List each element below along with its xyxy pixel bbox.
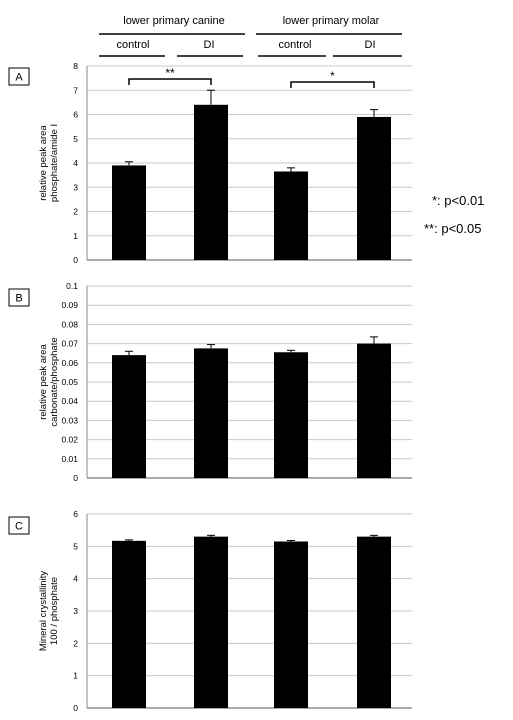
y-tick-label: 4 xyxy=(73,158,78,168)
bar-4 xyxy=(357,116,391,260)
y-tick-label: 6 xyxy=(73,509,78,519)
chart-panel-b: B 0 0.01 0.02 0.03 0.04 0.05 0.06 0.07 0.08 0.09 0.… xyxy=(8,281,412,483)
y-axis-label: Mineral crystallinity100 / phosphate xyxy=(38,571,60,651)
group-label-molar: lower primary molar xyxy=(283,15,380,27)
y-tick-label: 2 xyxy=(73,638,78,648)
significance-label: * xyxy=(330,69,335,83)
y-tick-label: 0 xyxy=(73,473,78,483)
y-tick-label: 0.06 xyxy=(61,358,78,368)
y-tick-label: 0.07 xyxy=(61,339,78,349)
subgroup-label-4: DI xyxy=(365,39,376,51)
y-tick-label: 1 xyxy=(73,231,78,241)
bar-2 xyxy=(194,536,228,708)
bar-2 xyxy=(194,104,228,260)
bar-3 xyxy=(274,541,308,708)
y-tick-label: 0 xyxy=(73,255,78,265)
y-tick-label: 8 xyxy=(73,61,78,71)
y-axis-label: relative peak areacarbonate/phosphate xyxy=(38,337,60,426)
y-tick-label: 6 xyxy=(73,110,78,120)
group-label-canine: lower primary canine xyxy=(123,15,224,27)
significance-bracket xyxy=(290,81,375,88)
panel-letter-box xyxy=(8,516,30,535)
significance-label: ** xyxy=(165,66,175,80)
chart-panel-c: C 0 1 2 3 4 5 6 Mineral crystallinity100 / phosp… xyxy=(8,509,412,713)
y-tick-label: 0.02 xyxy=(61,435,78,445)
bar-3 xyxy=(274,171,308,260)
y-tick-label: 0.01 xyxy=(61,454,78,464)
y-tick-label: 0.08 xyxy=(61,319,78,329)
y-tick-label: 5 xyxy=(73,541,78,551)
panel-letter: A xyxy=(15,72,23,84)
sig-note-single: *: p<0.01 xyxy=(432,193,484,208)
bar-4 xyxy=(357,536,391,708)
y-tick-label: 2 xyxy=(73,207,78,217)
bar-1 xyxy=(112,355,146,478)
sig-note-double: **: p<0.05 xyxy=(424,221,481,236)
bar-2 xyxy=(194,348,228,478)
panel-letter-box xyxy=(8,288,30,307)
subgroup-label-2: DI xyxy=(204,39,215,51)
chart-panel-a: A 0 1 2 3 4 5 6 7 8 relative peak areaphosphate/am… xyxy=(8,61,412,265)
y-tick-label: 0.1 xyxy=(66,281,78,291)
y-tick-label: 0.05 xyxy=(61,377,78,387)
panel-letter: C xyxy=(15,521,23,533)
bar-1 xyxy=(112,165,146,260)
y-axis-label: relative peak areaphosphate/amide I xyxy=(38,124,60,202)
bar-1 xyxy=(112,540,146,708)
bar-4 xyxy=(357,343,391,478)
y-tick-label: 0.09 xyxy=(61,300,78,310)
y-tick-label: 3 xyxy=(73,182,78,192)
y-tick-label: 0.04 xyxy=(61,396,78,406)
y-tick-label: 3 xyxy=(73,606,78,616)
significance-bracket xyxy=(128,78,212,85)
bar-3 xyxy=(274,352,308,478)
subgroup-label-3: control xyxy=(278,39,311,51)
y-tick-label: 1 xyxy=(73,671,78,681)
panel-letter-box xyxy=(8,67,30,86)
panel-letter: B xyxy=(15,293,22,305)
y-tick-label: 0.03 xyxy=(61,415,78,425)
y-tick-label: 7 xyxy=(73,85,78,95)
y-tick-label: 0 xyxy=(73,703,78,713)
subgroup-label-1: control xyxy=(116,39,149,51)
y-tick-label: 5 xyxy=(73,134,78,144)
y-tick-label: 4 xyxy=(73,574,78,584)
